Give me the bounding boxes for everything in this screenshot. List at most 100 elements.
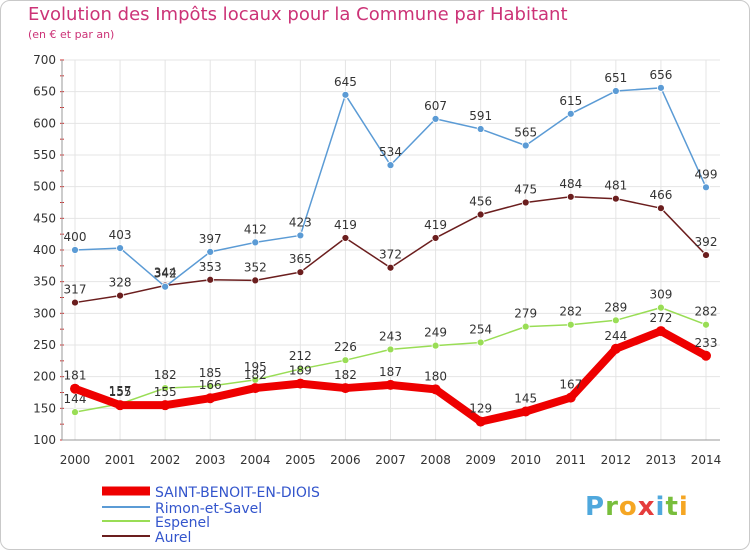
y-tick-label: 150 — [33, 401, 56, 415]
data-label-espenel: 289 — [604, 300, 627, 314]
data-point-aurel — [702, 251, 710, 259]
data-label-espenel: 309 — [649, 288, 672, 302]
data-label-rimon-et-savel: 615 — [559, 94, 582, 108]
data-label-rimon-et-savel: 397 — [199, 232, 222, 246]
data-point-espenel — [702, 320, 710, 329]
data-point-saint-benoit-en-diois — [340, 383, 351, 394]
data-label-rimon-et-savel: 342 — [154, 267, 177, 281]
data-label-aurel: 475 — [514, 183, 537, 197]
data-point-aurel — [116, 291, 124, 300]
legend-label-aurel: Aurel — [155, 530, 191, 546]
data-point-aurel — [71, 298, 79, 307]
data-point-aurel — [341, 234, 350, 242]
x-tick-label: 2001 — [105, 453, 136, 467]
data-label-espenel: 249 — [424, 326, 447, 340]
y-tick-label: 300 — [33, 306, 56, 320]
data-label-saint-benoit-en-diois: 244 — [604, 329, 627, 343]
data-point-espenel — [611, 316, 620, 325]
data-label-aurel: 481 — [604, 179, 627, 193]
data-label-saint-benoit-en-diois: 187 — [379, 365, 402, 379]
y-tick-label: 700 — [33, 53, 56, 67]
data-label-espenel: 254 — [469, 322, 492, 336]
x-tick-label: 2006 — [330, 453, 361, 467]
data-label-aurel: 392 — [695, 235, 718, 249]
data-point-saint-benoit-en-diois — [565, 392, 576, 403]
data-label-saint-benoit-en-diois: 166 — [199, 378, 222, 392]
data-label-saint-benoit-en-diois: 129 — [469, 402, 492, 416]
data-label-aurel: 353 — [199, 260, 222, 274]
y-tick-label: 250 — [33, 338, 56, 352]
data-label-rimon-et-savel: 423 — [289, 215, 312, 229]
data-point-rimon-et-savel — [566, 109, 575, 118]
x-tick-label: 2004 — [240, 453, 271, 467]
data-label-saint-benoit-en-diois: 182 — [244, 368, 267, 382]
data-point-rimon-et-savel — [521, 141, 530, 150]
data-label-rimon-et-savel: 591 — [469, 109, 492, 123]
x-tick-label: 2007 — [375, 453, 406, 467]
data-point-aurel — [431, 234, 440, 242]
data-point-saint-benoit-en-diois — [70, 383, 80, 394]
data-label-saint-benoit-en-diois: 181 — [64, 369, 87, 383]
x-tick-label: 2002 — [150, 453, 181, 467]
data-point-aurel — [476, 210, 485, 219]
data-label-rimon-et-savel: 499 — [695, 167, 718, 181]
data-point-saint-benoit-en-diois — [385, 379, 396, 390]
data-point-rimon-et-savel — [386, 161, 395, 170]
y-tick-label: 200 — [33, 370, 56, 384]
data-label-espenel: 212 — [289, 349, 312, 363]
data-point-saint-benoit-en-diois — [610, 343, 621, 354]
data-point-rimon-et-savel — [431, 115, 440, 123]
data-point-saint-benoit-en-diois — [295, 378, 306, 389]
data-point-rimon-et-savel — [702, 183, 710, 192]
data-point-rimon-et-savel — [657, 83, 665, 92]
data-point-espenel — [341, 356, 350, 365]
data-point-saint-benoit-en-diois — [430, 384, 441, 395]
y-tick-label: 400 — [33, 243, 56, 257]
data-label-saint-benoit-en-diois: 167 — [559, 378, 582, 392]
y-tick-label: 500 — [33, 180, 56, 194]
data-point-espenel — [296, 365, 305, 373]
legend-label-espenel: Espenel — [155, 515, 210, 531]
data-point-aurel — [566, 192, 575, 201]
data-label-aurel: 317 — [64, 283, 87, 297]
x-tick-label: 2014 — [691, 453, 722, 467]
data-point-espenel — [566, 320, 575, 329]
data-label-saint-benoit-en-diois: 182 — [334, 368, 357, 382]
x-tick-label: 2010 — [510, 453, 541, 467]
data-point-saint-benoit-en-diois — [250, 383, 261, 394]
data-label-rimon-et-savel: 534 — [379, 145, 402, 159]
x-tick-label: 2009 — [465, 453, 496, 467]
data-point-aurel — [657, 204, 665, 213]
data-point-saint-benoit-en-diois — [205, 393, 216, 404]
data-label-rimon-et-savel: 400 — [64, 230, 87, 244]
data-label-espenel: 195 — [244, 360, 267, 374]
data-label-espenel: 144 — [64, 392, 87, 406]
data-label-aurel: 484 — [559, 177, 582, 191]
data-point-rimon-et-savel — [251, 238, 260, 247]
data-label-rimon-et-savel: 656 — [649, 68, 672, 82]
data-label-espenel: 182 — [154, 368, 177, 382]
data-point-espenel — [206, 382, 215, 391]
data-label-espenel: 282 — [559, 305, 582, 319]
y-tick-label: 600 — [33, 116, 56, 130]
data-point-aurel — [611, 194, 620, 203]
data-point-saint-benoit-en-diois — [115, 400, 126, 411]
data-label-rimon-et-savel: 565 — [514, 126, 537, 140]
data-point-rimon-et-savel — [71, 246, 79, 254]
data-point-espenel — [521, 322, 530, 331]
data-label-espenel: 185 — [199, 366, 222, 380]
data-label-espenel: 226 — [334, 340, 357, 354]
data-point-espenel — [657, 303, 665, 312]
data-label-saint-benoit-en-diois: 272 — [649, 311, 672, 325]
data-label-saint-benoit-en-diois: 155 — [154, 385, 177, 399]
legend-label-saint-benoit-en-diois: SAINT-BENOIT-EN-DIOIS — [155, 485, 320, 501]
data-point-espenel — [476, 338, 485, 347]
x-tick-label: 2013 — [646, 453, 677, 467]
data-point-espenel — [431, 341, 440, 350]
data-label-rimon-et-savel: 607 — [424, 99, 447, 113]
data-label-rimon-et-savel: 651 — [604, 71, 627, 85]
legend-label-rimon-et-savel: Rimon-et-Savel — [155, 501, 262, 517]
data-point-rimon-et-savel — [476, 125, 485, 133]
data-label-saint-benoit-en-diois: 145 — [514, 392, 537, 406]
